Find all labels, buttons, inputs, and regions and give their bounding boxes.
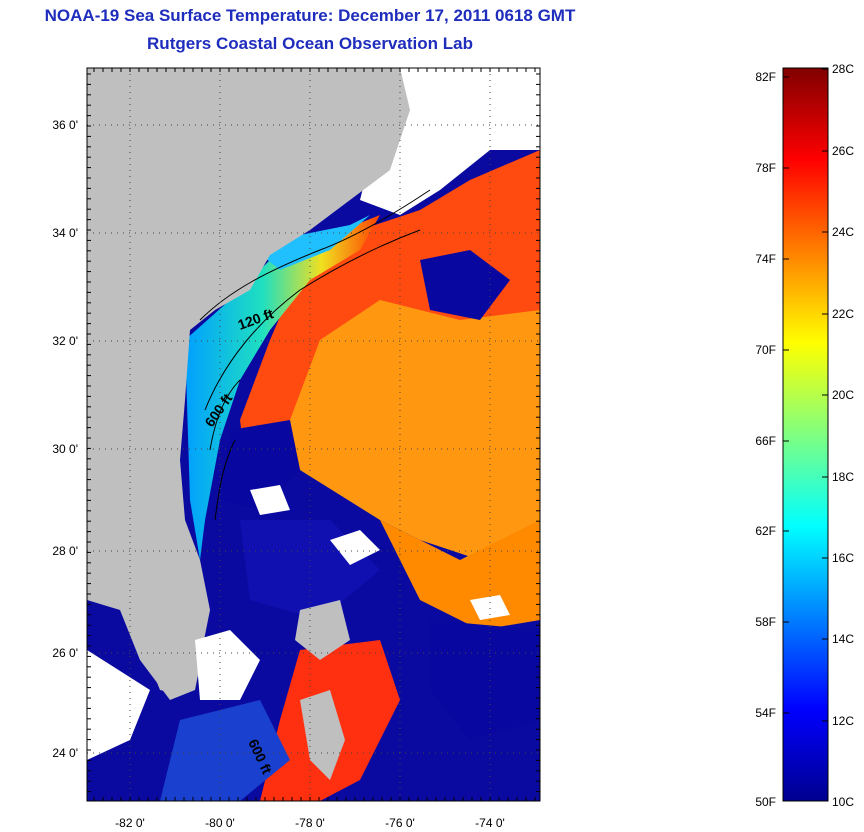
lon-label: -76 0' [385,816,415,830]
colorbar-f-label: 50F [755,795,776,809]
map-frame [86,67,541,802]
colorbar-f-label: 58F [755,615,776,629]
lat-label: 36 0' [52,118,78,132]
lat-label: 34 0' [52,226,78,240]
lon-label: -80 0' [205,816,235,830]
colorbar [782,67,829,802]
colorbar-c-label: 18C [832,470,854,484]
lat-label: 24 0' [52,746,78,760]
colorbar-f-label: 74F [755,252,776,266]
colorbar-c-label: 22C [832,307,854,321]
colorbar-f-label: 70F [755,343,776,357]
colorbar-c-label: 26C [832,144,854,158]
sst-field [87,68,540,801]
lat-label: 26 0' [52,646,78,660]
colorbar-c-label: 24C [832,225,854,239]
colorbar-f-label: 66F [755,434,776,448]
colorbar-f-label: 78F [755,161,776,175]
colorbar-c-label: 12C [832,714,854,728]
colorbar-c-label: 10C [832,795,854,809]
lon-label: -82 0' [115,816,145,830]
map-title: NOAA-19 Sea Surface Temperature: Decembe… [44,6,576,25]
lat-label: 32 0' [52,334,78,348]
colorbar-f-label: 82F [755,70,776,84]
lat-label: 30 0' [52,442,78,456]
lon-label: -74 0' [475,816,505,830]
colorbar-f-label: 54F [755,706,776,720]
colorbar-c-label: 14C [832,632,854,646]
grid-lines [87,68,540,801]
colorbar-f-label: 62F [755,524,776,538]
colorbar-c-label: 20C [832,388,854,402]
colorbar-c-label: 16C [832,551,854,565]
lat-label: 28 0' [52,544,78,558]
colorbar-c-label: 28C [832,62,854,76]
lon-label: -78 0' [295,816,325,830]
map-subtitle: Rutgers Coastal Ocean Observation Lab [147,34,473,53]
